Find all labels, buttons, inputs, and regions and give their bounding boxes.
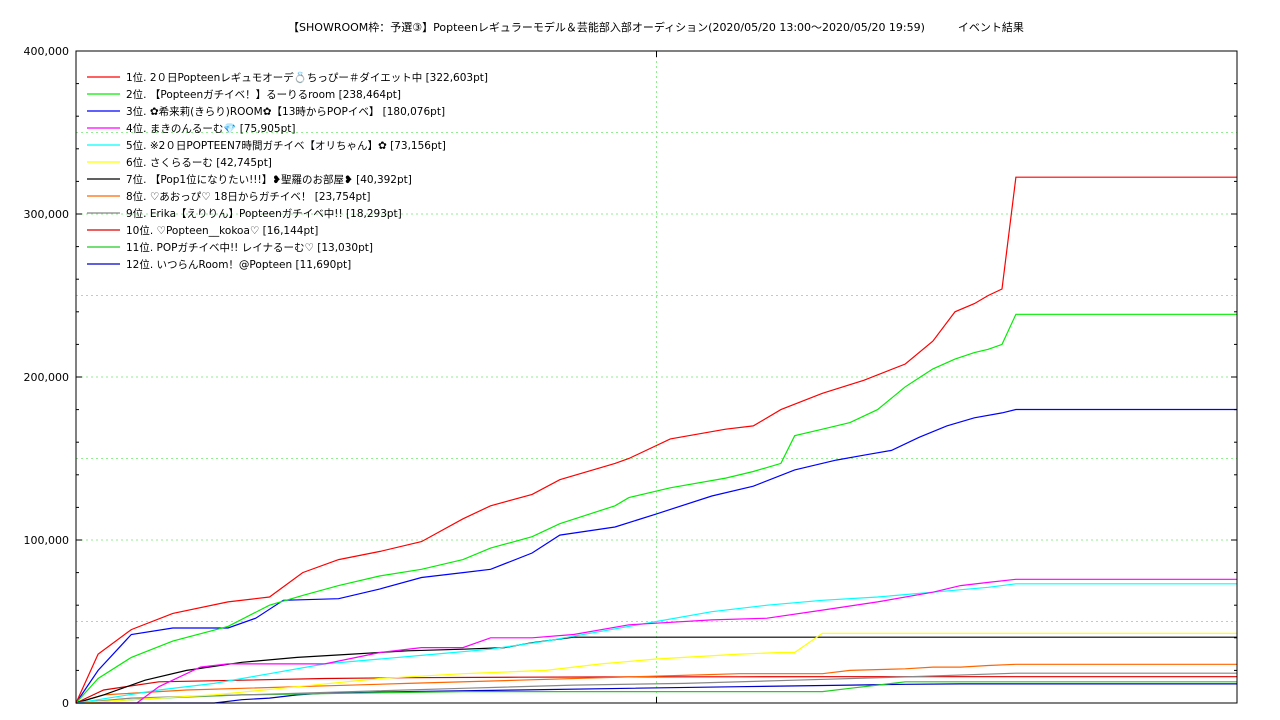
legend-label: 2位. 【Popteenガチイベ！】るーりるroom [238,464pt] xyxy=(126,88,401,101)
series-line-5 xyxy=(75,583,1237,704)
legend-label: 8位. ♡あおっぴ♡ 18日からガチイベ！ [23,754pt] xyxy=(126,190,370,203)
chart-title: 【SHOWROOM枠：予選③】Popteenレギュラーモデル＆芸能部入部オーディ… xyxy=(288,20,1024,34)
legend-label: 6位. さくらるーむ [42,745pt] xyxy=(126,156,272,169)
y-tick-label: 100,000 xyxy=(24,534,70,547)
y-axis: 0 100,000 200,000 300,000 400,000 xyxy=(24,45,1237,710)
series-line-12 xyxy=(76,683,1237,704)
legend-label: 3位. ✿希来莉(きらり)ROOM✿【13時からPOPイベ】 [180,076p… xyxy=(126,105,445,118)
legend: 1位. 2０日Popteenレギュモオーデ💍ちっぴー＃ダイエット中 [322,6… xyxy=(87,71,488,271)
legend-label: 11位. POPガチイベ中!! レイナるーむ♡ [13,030pt] xyxy=(126,241,373,254)
series-line-2 xyxy=(75,313,1237,704)
legend-label: 4位. まきのんるーむ💎 [75,905pt] xyxy=(126,122,295,135)
y-tick-label: 300,000 xyxy=(24,208,70,221)
series-line-7 xyxy=(75,636,1237,704)
series-line-6 xyxy=(75,632,1237,704)
legend-label: 7位. 【Pop1位になりたい!!!】❥聖羅のお部屋❥ [40,392pt] xyxy=(126,173,412,186)
series-line-3 xyxy=(75,408,1237,704)
legend-label: 5位. ※2０日POPTEEN7時間ガチイベ【オリちゃん】✿ [73,156pt… xyxy=(126,139,446,152)
legend-label: 1位. 2０日Popteenレギュモオーデ💍ちっぴー＃ダイエット中 [322,6… xyxy=(126,71,488,84)
y-tick-label: 200,000 xyxy=(24,371,70,384)
legend-label: 9位. Erika【えりりん】Popteenガチイベ中!! [18,293pt] xyxy=(126,207,402,220)
series-line-4 xyxy=(76,578,1237,704)
legend-label: 10位. ♡Popteen__kokoa♡ [16,144pt] xyxy=(126,224,318,237)
series-line-1 xyxy=(75,176,1237,704)
legend-label: 12位. いつらんRoom！@Popteen [11,690pt] xyxy=(126,258,351,271)
y-tick-label: 0 xyxy=(62,697,69,710)
series-line-10 xyxy=(75,676,1237,704)
series-line-9 xyxy=(75,672,1237,704)
series-line-8 xyxy=(75,663,1237,704)
y-tick-label: 400,000 xyxy=(24,45,70,58)
plot-series xyxy=(75,176,1237,704)
